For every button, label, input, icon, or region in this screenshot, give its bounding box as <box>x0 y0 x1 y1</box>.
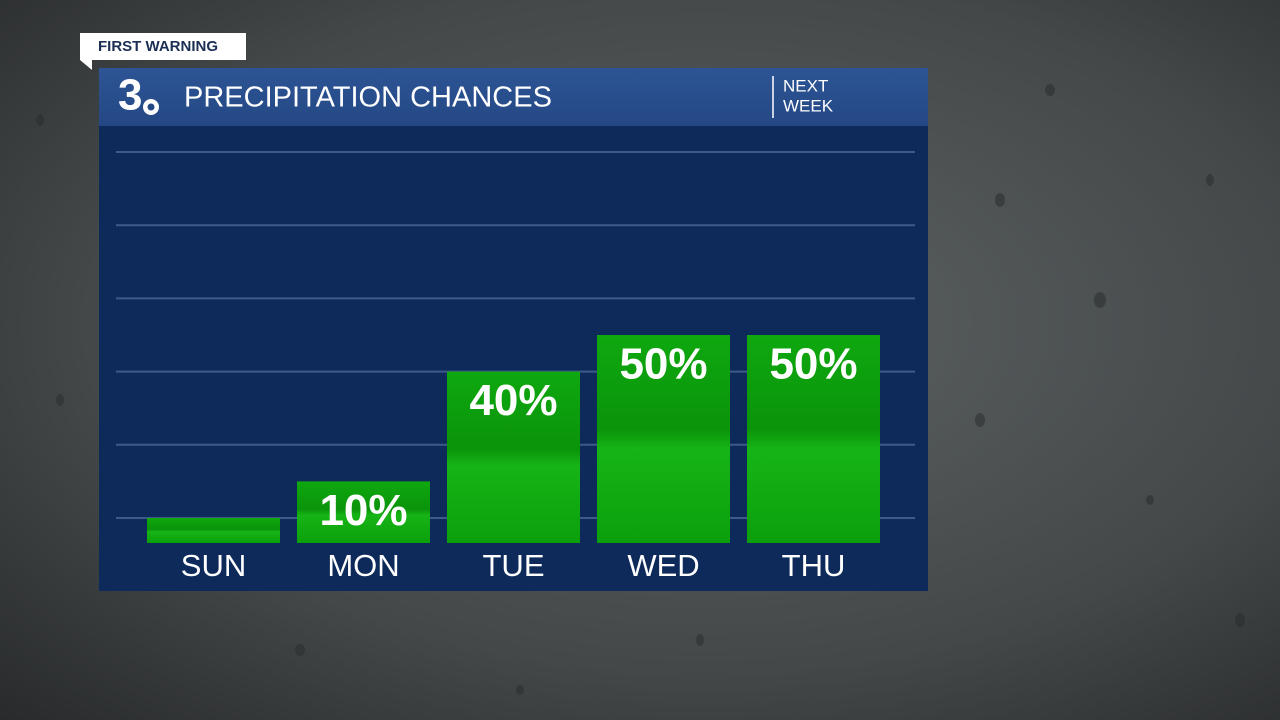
x-tick-label: TUE <box>483 548 545 583</box>
logo-eye-pupil <box>147 103 155 111</box>
plot: SUN 10% MON 40% TUE 50% WED 50% THU <box>116 151 915 583</box>
logo: 3 <box>118 71 142 120</box>
bar <box>747 335 880 543</box>
value-label: 50% <box>769 340 857 389</box>
subtitle-line: WEEK <box>783 96 834 115</box>
raindrops <box>36 84 1245 695</box>
header-band <box>99 68 928 126</box>
x-tick-label: WED <box>627 548 699 583</box>
tag: FIRST WARNING <box>98 38 218 55</box>
value-label: 40% <box>469 376 557 425</box>
bar <box>447 371 580 543</box>
x-tick-label: MON <box>327 548 399 583</box>
x-tick-label: THU <box>782 548 846 583</box>
subtitle-line: NEXT <box>783 76 828 95</box>
x-tick-label: SUN <box>181 548 246 583</box>
chart-title: PRECIPITATION CHANCES <box>184 82 552 114</box>
bar <box>597 335 730 543</box>
tag-box <box>80 33 246 70</box>
value-label: 10% <box>319 486 407 535</box>
value-label: 50% <box>619 340 707 389</box>
bar <box>147 518 280 543</box>
bar <box>297 481 430 543</box>
